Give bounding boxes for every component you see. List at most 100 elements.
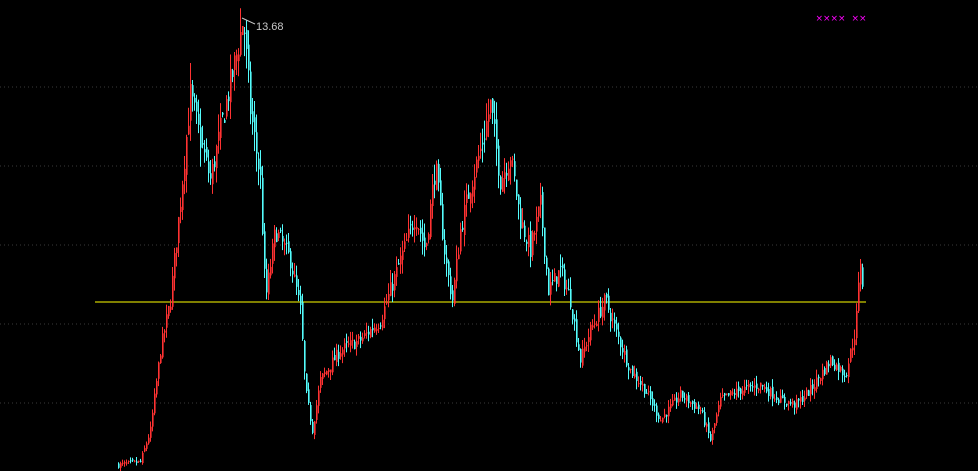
candle-body xyxy=(450,276,452,295)
x-marker-icon: ×× xyxy=(851,14,866,24)
candle-body xyxy=(420,227,422,234)
candle-body xyxy=(708,422,710,434)
candle-body xyxy=(658,414,660,420)
candle-body xyxy=(246,29,248,49)
candle-body xyxy=(458,254,460,260)
candle-body xyxy=(606,293,608,298)
candle-body xyxy=(170,306,172,310)
candle-body xyxy=(834,364,836,370)
candle-body xyxy=(254,117,256,133)
candle-body xyxy=(452,290,454,301)
candle-body xyxy=(242,26,244,35)
candle-body xyxy=(240,31,242,55)
candle-body xyxy=(180,206,182,213)
candle-body xyxy=(568,289,570,291)
candle-body xyxy=(346,341,348,343)
candle-body xyxy=(270,266,272,276)
candle-body xyxy=(244,32,246,34)
candle-body xyxy=(728,393,730,396)
candle-body xyxy=(142,452,144,464)
candle-body xyxy=(496,119,498,149)
candle-body xyxy=(506,173,508,176)
candle-body xyxy=(274,229,276,248)
candle-body xyxy=(120,463,122,468)
candle-body xyxy=(326,371,328,375)
candle-body xyxy=(734,393,736,395)
candle-body xyxy=(402,250,404,260)
candle-body xyxy=(412,227,414,231)
candle-body xyxy=(758,388,760,391)
candle-body xyxy=(682,390,684,398)
candle-body xyxy=(206,147,208,158)
candle-body xyxy=(370,328,372,337)
candle-body xyxy=(124,462,126,464)
candle-body xyxy=(766,387,768,392)
candle-body xyxy=(282,235,284,242)
candle-body xyxy=(858,282,860,312)
candle-body xyxy=(510,160,512,167)
candle-body xyxy=(278,232,280,239)
candle-body xyxy=(760,382,762,387)
candle-body xyxy=(746,385,748,387)
candle-body xyxy=(810,384,812,395)
candle-body xyxy=(134,460,136,462)
candle-body xyxy=(598,307,600,322)
candle-body xyxy=(490,99,492,113)
candle-body xyxy=(738,386,740,392)
candle-body xyxy=(640,380,642,385)
candle-body xyxy=(176,247,178,254)
candle-body xyxy=(484,138,486,140)
candle-body xyxy=(266,269,268,293)
candle-body xyxy=(504,172,506,179)
candle-body xyxy=(648,391,650,393)
max-price-label: 13.68 xyxy=(256,21,284,33)
candle-body xyxy=(830,357,832,366)
candle-body xyxy=(256,132,258,154)
candle-body xyxy=(628,367,630,371)
candle-body xyxy=(554,273,556,282)
candle-body xyxy=(752,386,754,388)
candle-body xyxy=(650,391,652,400)
candle-body xyxy=(654,404,656,406)
candle-body xyxy=(252,111,254,123)
candle-body xyxy=(576,319,578,343)
candle-body xyxy=(694,401,696,409)
candle-body xyxy=(182,184,184,211)
candle-body xyxy=(416,226,418,230)
candle-body xyxy=(600,306,602,317)
candle-body xyxy=(852,347,854,351)
candle-body xyxy=(546,257,548,269)
candle-body xyxy=(672,400,674,406)
candle-body xyxy=(138,460,140,462)
candle-body xyxy=(310,405,312,422)
candle-body xyxy=(184,168,186,182)
candle-body xyxy=(396,267,398,277)
candle-body xyxy=(374,327,376,332)
candle-body xyxy=(118,463,120,468)
candle-body xyxy=(464,204,466,235)
candle-body xyxy=(792,400,794,405)
candle-body xyxy=(304,340,306,372)
candle-body xyxy=(318,390,320,406)
candle-body xyxy=(188,125,190,135)
candle-body xyxy=(840,366,842,371)
candle-body xyxy=(238,54,240,62)
candle-body xyxy=(558,270,560,287)
candle-body xyxy=(720,397,722,407)
candle-body xyxy=(790,402,792,404)
candle-body xyxy=(636,371,638,382)
candle-body xyxy=(468,192,470,199)
candle-body xyxy=(750,385,752,387)
candle-body xyxy=(532,232,534,256)
candle-body xyxy=(200,127,202,148)
candle-body xyxy=(284,243,286,246)
candle-body xyxy=(574,318,576,322)
candle-body xyxy=(460,229,462,252)
candle-body xyxy=(358,336,360,339)
candle-body xyxy=(294,274,296,277)
candle-body xyxy=(204,149,206,153)
candle-body xyxy=(714,423,716,429)
candle-body xyxy=(542,192,544,229)
candle-body xyxy=(572,309,574,320)
candle-body xyxy=(404,241,406,249)
